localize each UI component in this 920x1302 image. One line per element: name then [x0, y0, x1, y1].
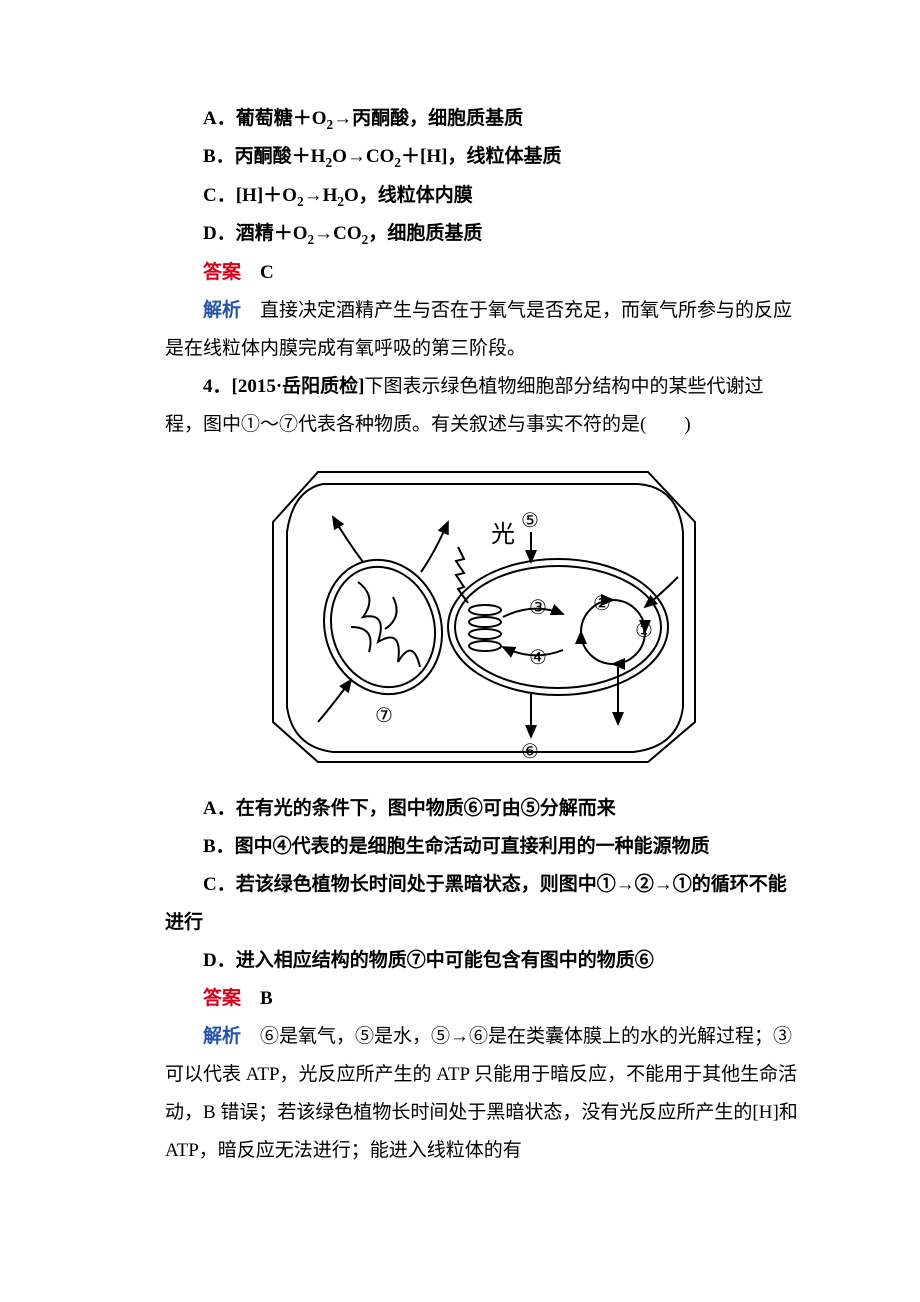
q3-a-pre: A．葡萄糖＋O	[203, 108, 327, 129]
q3-d-pre: D．酒精＋O	[203, 223, 308, 244]
q4-option-c: C．若该绿色植物长时间处于黑暗状态，则图中①→②→①的循环不能进行	[165, 866, 800, 942]
q3-explain: 解析 直接决定酒精产生与否在于氧气是否充足，而氧气所参与的反应是在线粒体内膜完成…	[165, 292, 800, 368]
q3-option-b: B．丙酮酸＋H2O→CO2＋[H]，线粒体基质	[165, 138, 800, 176]
q3-b-pre: B．丙酮酸＋H	[203, 146, 325, 167]
q4-diagram: 光⑤ ⑥ ③ ④ ① ② ⑦	[165, 462, 800, 772]
q4-answer: 答案 B	[165, 980, 800, 1018]
q4-option-b: B．图中④代表的是细胞生命活动可直接利用的一种能源物质	[165, 828, 800, 866]
q3-c-pre: C．[H]＋O	[203, 185, 297, 206]
q3-b-post: ＋[H]，线粒体基质	[401, 146, 561, 167]
q3-explain-text: 直接决定酒精产生与否在于氧气是否充足，而氧气所参与的反应是在线粒体内膜完成有氧呼…	[165, 300, 792, 359]
q4-a-text: A．在有光的条件下，图中物质⑥可由⑤分解而来	[203, 798, 616, 819]
q4-stem: 4．[2015·岳阳质检]下图表示绿色植物细胞部分结构中的某些代谢过程，图中①～…	[165, 368, 800, 444]
svg-text:⑥: ⑥	[521, 741, 539, 763]
explain-label: 解析	[203, 1026, 241, 1047]
q4-number: 4．	[203, 376, 232, 397]
q4-option-d: D．进入相应结构的物质⑦中可能包含有图中的物质⑥	[165, 942, 800, 980]
q3-option-d: D．酒精＋O2→CO2，细胞质基质	[165, 215, 800, 253]
svg-text:光: 光	[491, 521, 515, 548]
answer-value: B	[260, 988, 273, 1009]
q4-explain: 解析 ⑥是氧气，⑤是水，⑤→⑥是在类囊体膜上的水的光解过程；③可以代表 ATP，…	[165, 1018, 800, 1170]
q4-option-a: A．在有光的条件下，图中物质⑥可由⑤分解而来	[165, 790, 800, 828]
q3-option-c: C．[H]＋O2→H2O，线粒体内膜	[165, 177, 800, 215]
q3-b-mid1: O→CO	[332, 146, 394, 167]
svg-text:④: ④	[529, 647, 547, 669]
q4-d-text: D．进入相应结构的物质⑦中可能包含有图中的物质⑥	[203, 950, 654, 971]
explain-label: 解析	[203, 300, 241, 321]
cell-diagram-svg: 光⑤ ⑥ ③ ④ ① ② ⑦	[263, 462, 703, 772]
svg-text:⑤: ⑤	[521, 510, 539, 532]
svg-text:①: ①	[635, 620, 653, 642]
svg-text:⑦: ⑦	[375, 705, 393, 727]
svg-text:②: ②	[593, 593, 611, 615]
q4-c-text: C．若该绿色植物长时间处于黑暗状态，则图中①→②→①的循环不能进行	[165, 874, 787, 933]
q3-answer: 答案 C	[165, 254, 800, 292]
q4-explain-text: ⑥是氧气，⑤是水，⑤→⑥是在类囊体膜上的水的光解过程；③可以代表 ATP，光反应…	[165, 1026, 798, 1161]
q4-source: [2015·岳阳质检]	[232, 376, 365, 397]
answer-label: 答案	[203, 262, 241, 283]
q3-c-mid: →H	[304, 185, 338, 206]
answer-label: 答案	[203, 988, 241, 1009]
q3-option-a: A．葡萄糖＋O2→丙酮酸，细胞质基质	[165, 100, 800, 138]
answer-value: C	[260, 262, 274, 283]
q3-c-sub1: 2	[297, 194, 304, 209]
q3-c-post: O，线粒体内膜	[344, 185, 473, 206]
q4-b-text: B．图中④代表的是细胞生命活动可直接利用的一种能源物质	[203, 836, 710, 857]
q3-d-mid: →CO	[314, 223, 362, 244]
q3-a-post: →丙酮酸，细胞质基质	[333, 108, 523, 129]
q3-d-post: ，细胞质基质	[368, 223, 482, 244]
svg-text:③: ③	[529, 597, 547, 619]
